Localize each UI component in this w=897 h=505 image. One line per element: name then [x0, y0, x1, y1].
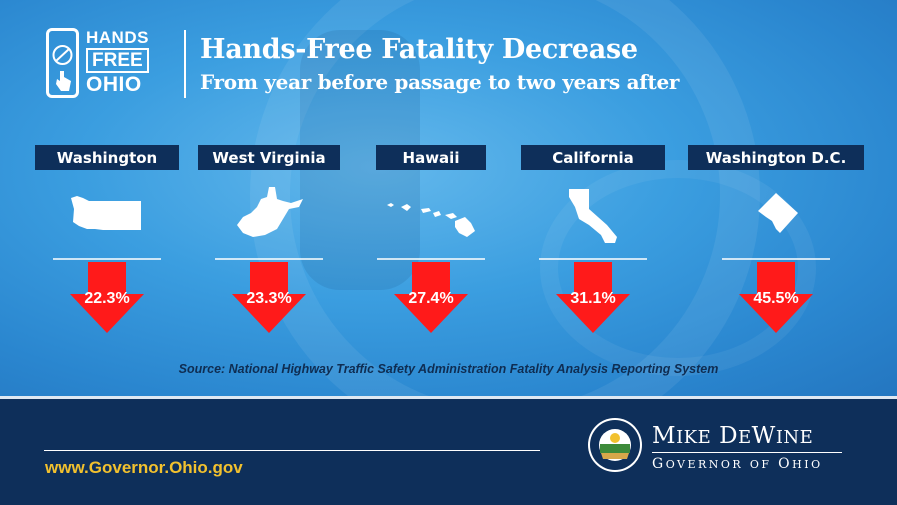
category-label: California: [552, 149, 634, 167]
decrease-arrow: [70, 262, 144, 333]
hands-free-ohio-logo: HANDS FREE OHIO: [46, 28, 176, 102]
category-label: West Virginia: [212, 149, 325, 167]
state-label-box: [376, 145, 486, 170]
page-subtitle: From year before passage to two years af…: [200, 70, 680, 94]
state-label-box: [35, 145, 179, 170]
governor-seal-icon: [588, 418, 642, 472]
logo-line-3: OHIO: [86, 73, 142, 96]
data-label: 45.5%: [753, 290, 798, 307]
no-phone-hand-icon: [52, 45, 73, 91]
state-label-box: [688, 145, 864, 170]
category-label: Washington: [57, 149, 157, 167]
source-note: Source: National Highway Traffic Safety …: [178, 362, 719, 376]
state-map-icon: [569, 189, 617, 243]
category-label: Washington D.C.: [706, 149, 847, 167]
data-label: 22.3%: [84, 290, 129, 307]
data-label: 27.4%: [408, 290, 453, 307]
category-label: Hawaii: [403, 149, 460, 167]
governor-name: MIKE DEWINE: [652, 423, 814, 449]
footer-separator: [0, 396, 897, 399]
footer: www.Governor.Ohio.gov MIKE DEWINE GOVERN…: [0, 399, 897, 505]
data-label: 23.3%: [246, 290, 291, 307]
chart: Washington 22.3% West Virginia 23.3% Hawaii 2…: [35, 145, 864, 333]
logo-line-1: HANDS: [86, 28, 149, 47]
page-title: Hands-Free Fatality Decrease: [200, 34, 638, 65]
state-map-icon: [758, 193, 798, 233]
state-map-icon: [237, 187, 303, 237]
data-label: 31.1%: [570, 290, 615, 307]
state-map-icon: [71, 196, 141, 230]
decrease-arrow: [739, 262, 813, 333]
governor-rule: [652, 452, 842, 453]
logo-wordmark: HANDS FREE OHIO: [86, 28, 176, 96]
footer-rule: [44, 450, 540, 451]
governor-title: GOVERNOR OF OHIO: [652, 456, 823, 472]
phone-icon: [46, 28, 79, 98]
website-link[interactable]: www.Governor.Ohio.gov: [45, 458, 243, 477]
decrease-arrow: [556, 262, 630, 333]
header-divider: [184, 30, 186, 98]
state-map-icon: [387, 203, 475, 237]
logo-line-2: FREE: [86, 48, 149, 73]
state-label-box: [521, 145, 665, 170]
decrease-arrow: [232, 262, 306, 333]
state-label-box: [198, 145, 340, 170]
decrease-arrow: [394, 262, 468, 333]
